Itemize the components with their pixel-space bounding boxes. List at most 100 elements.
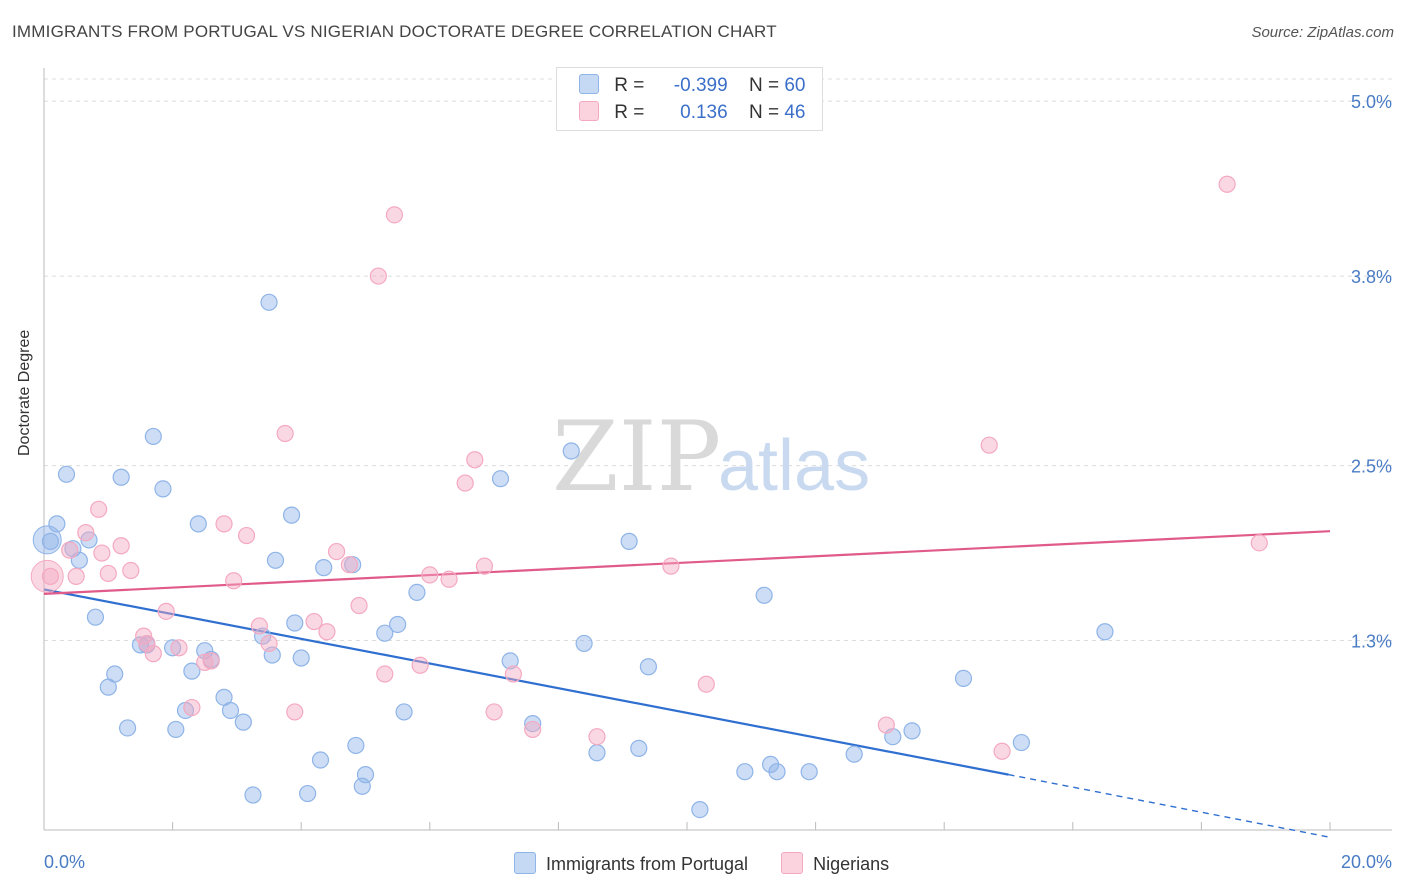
portugal-point — [234, 713, 252, 731]
nigerians-point — [524, 720, 542, 739]
portugal-point — [154, 480, 172, 498]
legend-label-portugal: Immigrants from Portugal — [546, 854, 749, 874]
portugal-point — [501, 652, 519, 670]
portugal-point — [639, 658, 658, 676]
series-legend: Immigrants from Portugal Nigerians — [514, 852, 917, 875]
nigerians-point — [170, 639, 188, 657]
legend-label-nigerians: Nigerians — [813, 854, 890, 874]
nigerians-point — [485, 703, 503, 721]
portugal-point — [491, 470, 510, 488]
nigerians-point — [327, 542, 346, 561]
nigerians-point — [61, 541, 79, 559]
nigerians-point — [250, 617, 269, 635]
portugal-point — [691, 800, 709, 819]
legend-r-value: -0.399 — [673, 75, 728, 96]
portugal-point — [286, 614, 304, 632]
legend-swatch-portugal — [579, 74, 599, 94]
nigerians-point — [122, 561, 140, 580]
portugal-trend-extension — [1008, 773, 1331, 838]
nigerians-point — [144, 645, 162, 663]
portugal-point — [112, 468, 130, 486]
x-tick-label: 0.0% — [44, 852, 85, 872]
portugal-point — [118, 719, 137, 737]
nigerians-point — [421, 566, 439, 584]
portugal-point — [32, 525, 62, 555]
portugal-point — [144, 427, 162, 446]
nigerians-point — [350, 596, 368, 615]
portugal-point — [356, 766, 375, 784]
nigerians-point — [340, 556, 359, 574]
nigerians-point — [77, 524, 95, 542]
y-axis-label: Doctorate Degree — [16, 329, 33, 456]
trend-lines — [43, 530, 1331, 838]
portugal-point — [800, 763, 818, 781]
portugal-point — [244, 786, 262, 804]
portugal-point — [575, 634, 593, 653]
nigerians-point — [305, 612, 323, 631]
nigerians-point — [411, 656, 429, 674]
legend-swatch-nigerians — [579, 101, 599, 121]
nigerians-trend-line — [43, 530, 1331, 595]
nigerians-point — [225, 572, 243, 590]
legend-r-value: 0.136 — [680, 102, 728, 123]
nigerians-point — [877, 716, 895, 734]
data-points — [30, 175, 1268, 819]
watermark-zip: ZIP — [552, 401, 721, 513]
portugal-point — [376, 624, 394, 642]
portugal-point — [183, 662, 201, 680]
nigerians-point — [466, 451, 484, 469]
nigerians-point — [93, 544, 111, 562]
stats-legend: R = -0.399 N = 60 R = 0.136 N = 46 — [556, 67, 823, 131]
nigerians-point — [260, 634, 278, 653]
nigerians-point — [456, 474, 474, 492]
nigerians-point — [157, 602, 175, 620]
legend-item-nigerians: Nigerians — [781, 852, 889, 875]
y-tick-label: 3.8% — [1351, 267, 1392, 287]
nigerians-point — [369, 267, 387, 285]
portugal-point — [131, 636, 150, 654]
nigerians-point — [41, 567, 60, 585]
grid-lines — [44, 78, 1392, 641]
nigerians-point — [112, 537, 130, 555]
portugal-point — [954, 669, 973, 688]
portugal-point — [408, 583, 426, 601]
portugal-point — [1096, 623, 1114, 641]
portugal-point — [630, 739, 648, 757]
chart-title: IMMIGRANTS FROM PORTUGAL VS NIGERIAN DOC… — [12, 22, 777, 41]
portugal-point — [562, 442, 580, 460]
y-tick-label: 5.0% — [1351, 92, 1392, 112]
nigerians-point — [980, 436, 998, 454]
legend-n-value: 60 — [784, 75, 806, 96]
nigerians-point — [30, 559, 64, 593]
portugal-point — [311, 751, 330, 769]
nigerians-point — [196, 653, 214, 671]
portugal-point — [196, 642, 214, 660]
legend-item-portugal: Immigrants from Portugal — [514, 852, 748, 875]
legend-r-label: R = — [614, 75, 645, 96]
nigerians-point — [276, 424, 294, 443]
portugal-trend-line — [43, 588, 1009, 776]
portugal-point — [260, 293, 278, 311]
legend-row-portugal: R = -0.399 N = 60 — [579, 74, 805, 100]
nigerians-point — [662, 557, 680, 575]
portugal-point — [164, 639, 182, 657]
portugal-point — [292, 649, 310, 667]
portugal-point — [1012, 733, 1030, 752]
x-tick-label: 20.0% — [1341, 852, 1392, 872]
portugal-point — [189, 515, 207, 533]
nigerians-point — [440, 570, 458, 588]
portugal-point — [395, 703, 413, 721]
portugal-point — [588, 744, 606, 762]
portugal-point — [282, 506, 301, 524]
portugal-point — [845, 745, 863, 763]
nigerians-point — [286, 703, 304, 721]
nigerians-point — [138, 634, 156, 653]
portugal-point — [41, 532, 60, 550]
nigerians-point — [318, 623, 336, 641]
portugal-point — [903, 722, 921, 740]
portugal-point — [221, 701, 240, 720]
portugal-point — [347, 736, 365, 755]
nigerians-point — [90, 500, 108, 518]
axes — [43, 68, 1392, 831]
